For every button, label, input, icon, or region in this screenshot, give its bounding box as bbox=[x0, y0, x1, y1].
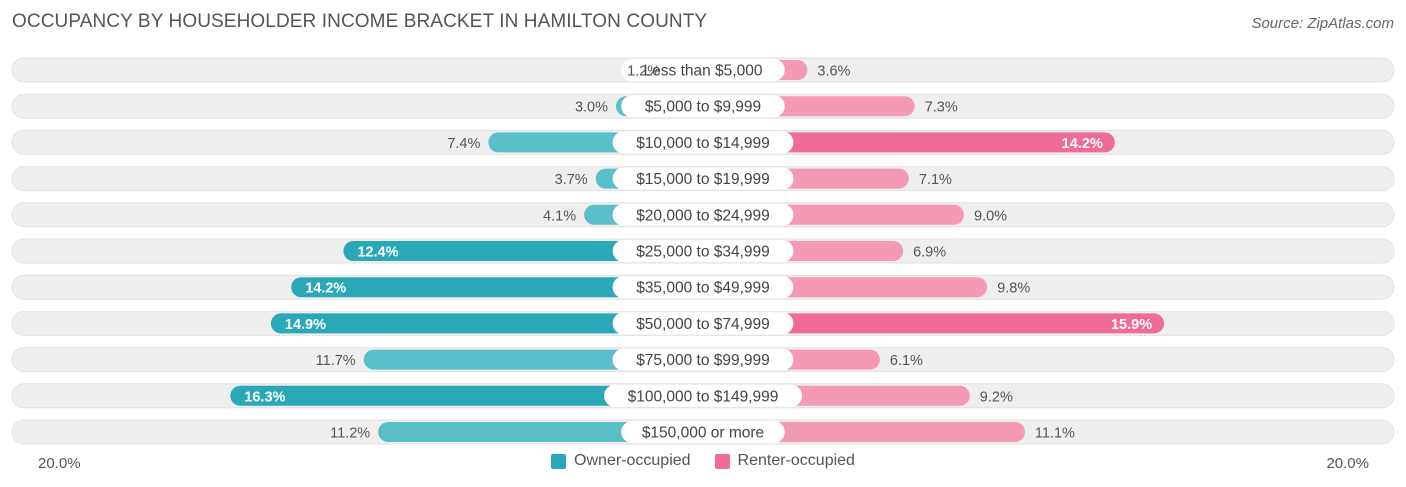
legend-owner-swatch bbox=[551, 453, 567, 469]
category-label: $15,000 to $19,999 bbox=[636, 171, 770, 188]
renter-bar[interactable] bbox=[693, 132, 1115, 153]
category-label: $5,000 to $9,999 bbox=[645, 99, 761, 116]
owner-value-label: 3.0% bbox=[575, 100, 608, 116]
chart-title: OCCUPANCY BY HOUSEHOLDER INCOME BRACKET … bbox=[12, 11, 708, 32]
renter-value-label: 15.9% bbox=[1111, 317, 1152, 333]
axis-left-label: 20.0% bbox=[38, 455, 81, 472]
owner-value-label: 14.9% bbox=[285, 317, 326, 333]
legend-renter-swatch bbox=[714, 453, 730, 469]
owner-value-label: 1.2% bbox=[627, 64, 660, 80]
legend-owner-label: Owner-occupied bbox=[574, 452, 691, 469]
renter-value-label: 6.1% bbox=[890, 353, 923, 369]
owner-bar[interactable] bbox=[230, 385, 714, 406]
owner-value-label: 3.7% bbox=[555, 172, 588, 188]
owner-value-label: 11.2% bbox=[330, 426, 370, 442]
owner-value-label: 11.7% bbox=[316, 353, 356, 369]
category-label: Less than $5,000 bbox=[644, 63, 763, 80]
owner-value-label: 16.3% bbox=[244, 389, 285, 405]
renter-bar[interactable] bbox=[693, 313, 1165, 334]
renter-value-label: 7.3% bbox=[925, 100, 958, 116]
category-pill bbox=[612, 131, 794, 154]
legend-renter-label: Renter-occupied bbox=[737, 452, 855, 469]
legend: Owner-occupied Renter-occupied bbox=[0, 452, 1406, 470]
category-pill bbox=[612, 312, 794, 335]
owner-value-label: 12.4% bbox=[357, 245, 398, 261]
renter-value-label: 6.9% bbox=[913, 245, 946, 261]
owner-value-label: 7.4% bbox=[447, 136, 480, 152]
category-label: $10,000 to $14,999 bbox=[636, 135, 770, 152]
category-label: $100,000 to $149,999 bbox=[628, 388, 779, 405]
category-label: $25,000 to $34,999 bbox=[636, 244, 770, 261]
category-pill bbox=[612, 167, 794, 190]
axis-right-label: 20.0% bbox=[1326, 455, 1369, 472]
category-pill bbox=[604, 384, 802, 407]
source-note: Source: ZipAtlas.com bbox=[1251, 15, 1394, 32]
category-pill bbox=[621, 421, 785, 443]
renter-value-label: 9.0% bbox=[974, 208, 1007, 224]
renter-value-label: 14.2% bbox=[1062, 136, 1103, 152]
category-pill bbox=[621, 95, 785, 118]
legend-renter[interactable]: Renter-occupied bbox=[714, 452, 855, 470]
renter-value-label: 9.2% bbox=[980, 389, 1013, 405]
category-label: $75,000 to $99,999 bbox=[636, 352, 770, 369]
owner-bar[interactable] bbox=[270, 313, 713, 334]
owner-bar[interactable] bbox=[291, 277, 713, 298]
category-pill bbox=[612, 276, 794, 299]
category-label: $150,000 or more bbox=[642, 425, 764, 442]
category-pill bbox=[612, 203, 794, 226]
renter-value-label: 11.1% bbox=[1035, 426, 1075, 442]
category-label: $50,000 to $74,999 bbox=[636, 316, 770, 333]
category-pill bbox=[621, 59, 785, 81]
renter-value-label: 3.6% bbox=[817, 64, 850, 80]
renter-value-label: 7.1% bbox=[919, 172, 952, 188]
legend-owner[interactable]: Owner-occupied bbox=[551, 452, 691, 470]
owner-value-label: 4.1% bbox=[543, 208, 576, 224]
category-pill bbox=[612, 348, 794, 371]
owner-value-label: 14.2% bbox=[305, 281, 346, 297]
category-label: $20,000 to $24,999 bbox=[636, 207, 770, 224]
category-label: $35,000 to $49,999 bbox=[636, 280, 770, 297]
renter-value-label: 9.8% bbox=[997, 281, 1030, 297]
category-pill bbox=[612, 240, 794, 262]
